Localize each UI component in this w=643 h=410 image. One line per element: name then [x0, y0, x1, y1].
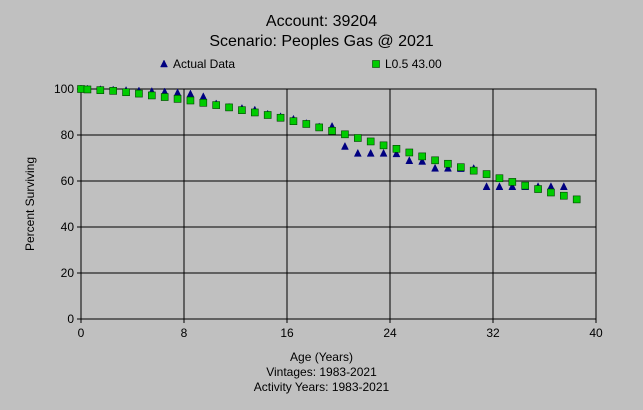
actual-data-point: [547, 182, 555, 190]
l05-curve-point: [122, 88, 130, 97]
l05-curve-point: [160, 93, 169, 101]
chart-subtitle: Scenario: Peoples Gas @ 2021: [209, 33, 434, 50]
l05-curve-point: [315, 123, 323, 132]
l05-curve-point: [431, 156, 439, 165]
x-tick-label: 40: [589, 326, 603, 340]
l05-curve-point: [508, 178, 517, 186]
x-tick-label: 0: [78, 326, 85, 340]
l05-curve-point: [469, 166, 478, 175]
l05-curve-point: [77, 85, 85, 93]
l05-curve-point: [482, 170, 491, 178]
legend-label-l05-curve: L0.5 43.00: [385, 57, 442, 71]
l05-curve-point: [521, 181, 529, 190]
actual-data-point: [418, 156, 427, 165]
l05-curve-point: [354, 134, 362, 142]
l05-curve-point: [495, 174, 504, 183]
l05-curve-point: [534, 185, 542, 193]
l05-curve-point: [148, 91, 156, 100]
l05-curve-point: [251, 108, 259, 117]
actual-data-point: [199, 92, 208, 101]
actual-data-point: [431, 163, 439, 172]
actual-data-point: [353, 148, 362, 157]
y-tick-label: 60: [61, 174, 75, 188]
l05-curve-point: [96, 86, 105, 94]
l05-curve-point: [212, 101, 220, 109]
x-axis-label: Age (Years): [290, 350, 353, 364]
actual-data-point: [366, 148, 375, 157]
l05-curve-point: [379, 141, 388, 150]
actual-data-point: [173, 88, 182, 97]
actual-data-point: [186, 89, 195, 98]
l05-curve-point: [238, 106, 246, 114]
y-tick-label: 100: [54, 82, 74, 96]
y-tick-label: 80: [61, 128, 75, 142]
y-axis-label: Percent Surviving: [23, 157, 37, 251]
actual-data-point: [392, 149, 401, 158]
l05-curve-point: [186, 96, 195, 105]
y-tick-label: 20: [61, 266, 75, 280]
l05-curve-point: [366, 137, 375, 146]
l05-curve-point: [418, 152, 426, 161]
plot-frame: [80, 88, 597, 320]
legend-marker-actual-data: [160, 59, 168, 68]
x-tick-label: 24: [383, 326, 397, 340]
legend-label-actual-data: Actual Data: [173, 57, 236, 71]
legend-marker-l05-curve: [372, 60, 380, 68]
x-tick-label: 8: [181, 326, 188, 340]
l05-curve-point: [225, 103, 233, 112]
l05-curve-point: [173, 95, 182, 103]
x-tick-label: 32: [486, 326, 500, 340]
l05-curve-point: [444, 159, 452, 168]
l05-curve-point: [547, 188, 555, 197]
footer-activity-years: Activity Years: 1983-2021: [253, 380, 390, 394]
y-tick-label: 40: [61, 220, 75, 234]
l05-curve-point: [302, 120, 311, 128]
actual-data-point: [482, 182, 491, 190]
l05-curve-point: [276, 113, 285, 122]
l05-curve-point: [263, 111, 272, 119]
actual-data-point: [379, 148, 388, 157]
actual-data-point: [559, 182, 568, 190]
l05-curve-point: [135, 89, 143, 98]
actual-data-point: [444, 163, 452, 172]
actual-data-point: [508, 182, 517, 190]
footer-vintages: Vintages: 1983-2021: [266, 365, 377, 379]
l05-curve-point: [109, 87, 117, 95]
actual-data-point: [495, 182, 504, 190]
l05-curve-point: [328, 127, 336, 135]
l05-curve-point: [560, 191, 568, 200]
l05-curve-point: [457, 163, 465, 171]
y-tick-label: 0: [67, 312, 74, 326]
actual-data-point: [405, 156, 414, 165]
actual-data-point: [341, 141, 349, 150]
l05-curve-point: [289, 117, 298, 125]
l05-curve-point: [199, 99, 208, 107]
l05-curve-point: [83, 85, 92, 94]
l05-curve-point: [341, 130, 349, 139]
l05-curve-point: [572, 195, 581, 204]
l05-curve-point: [405, 148, 414, 157]
x-tick-label: 16: [280, 326, 294, 340]
l05-curve-point: [392, 145, 401, 153]
chart-title: Account: 39204: [265, 13, 378, 30]
